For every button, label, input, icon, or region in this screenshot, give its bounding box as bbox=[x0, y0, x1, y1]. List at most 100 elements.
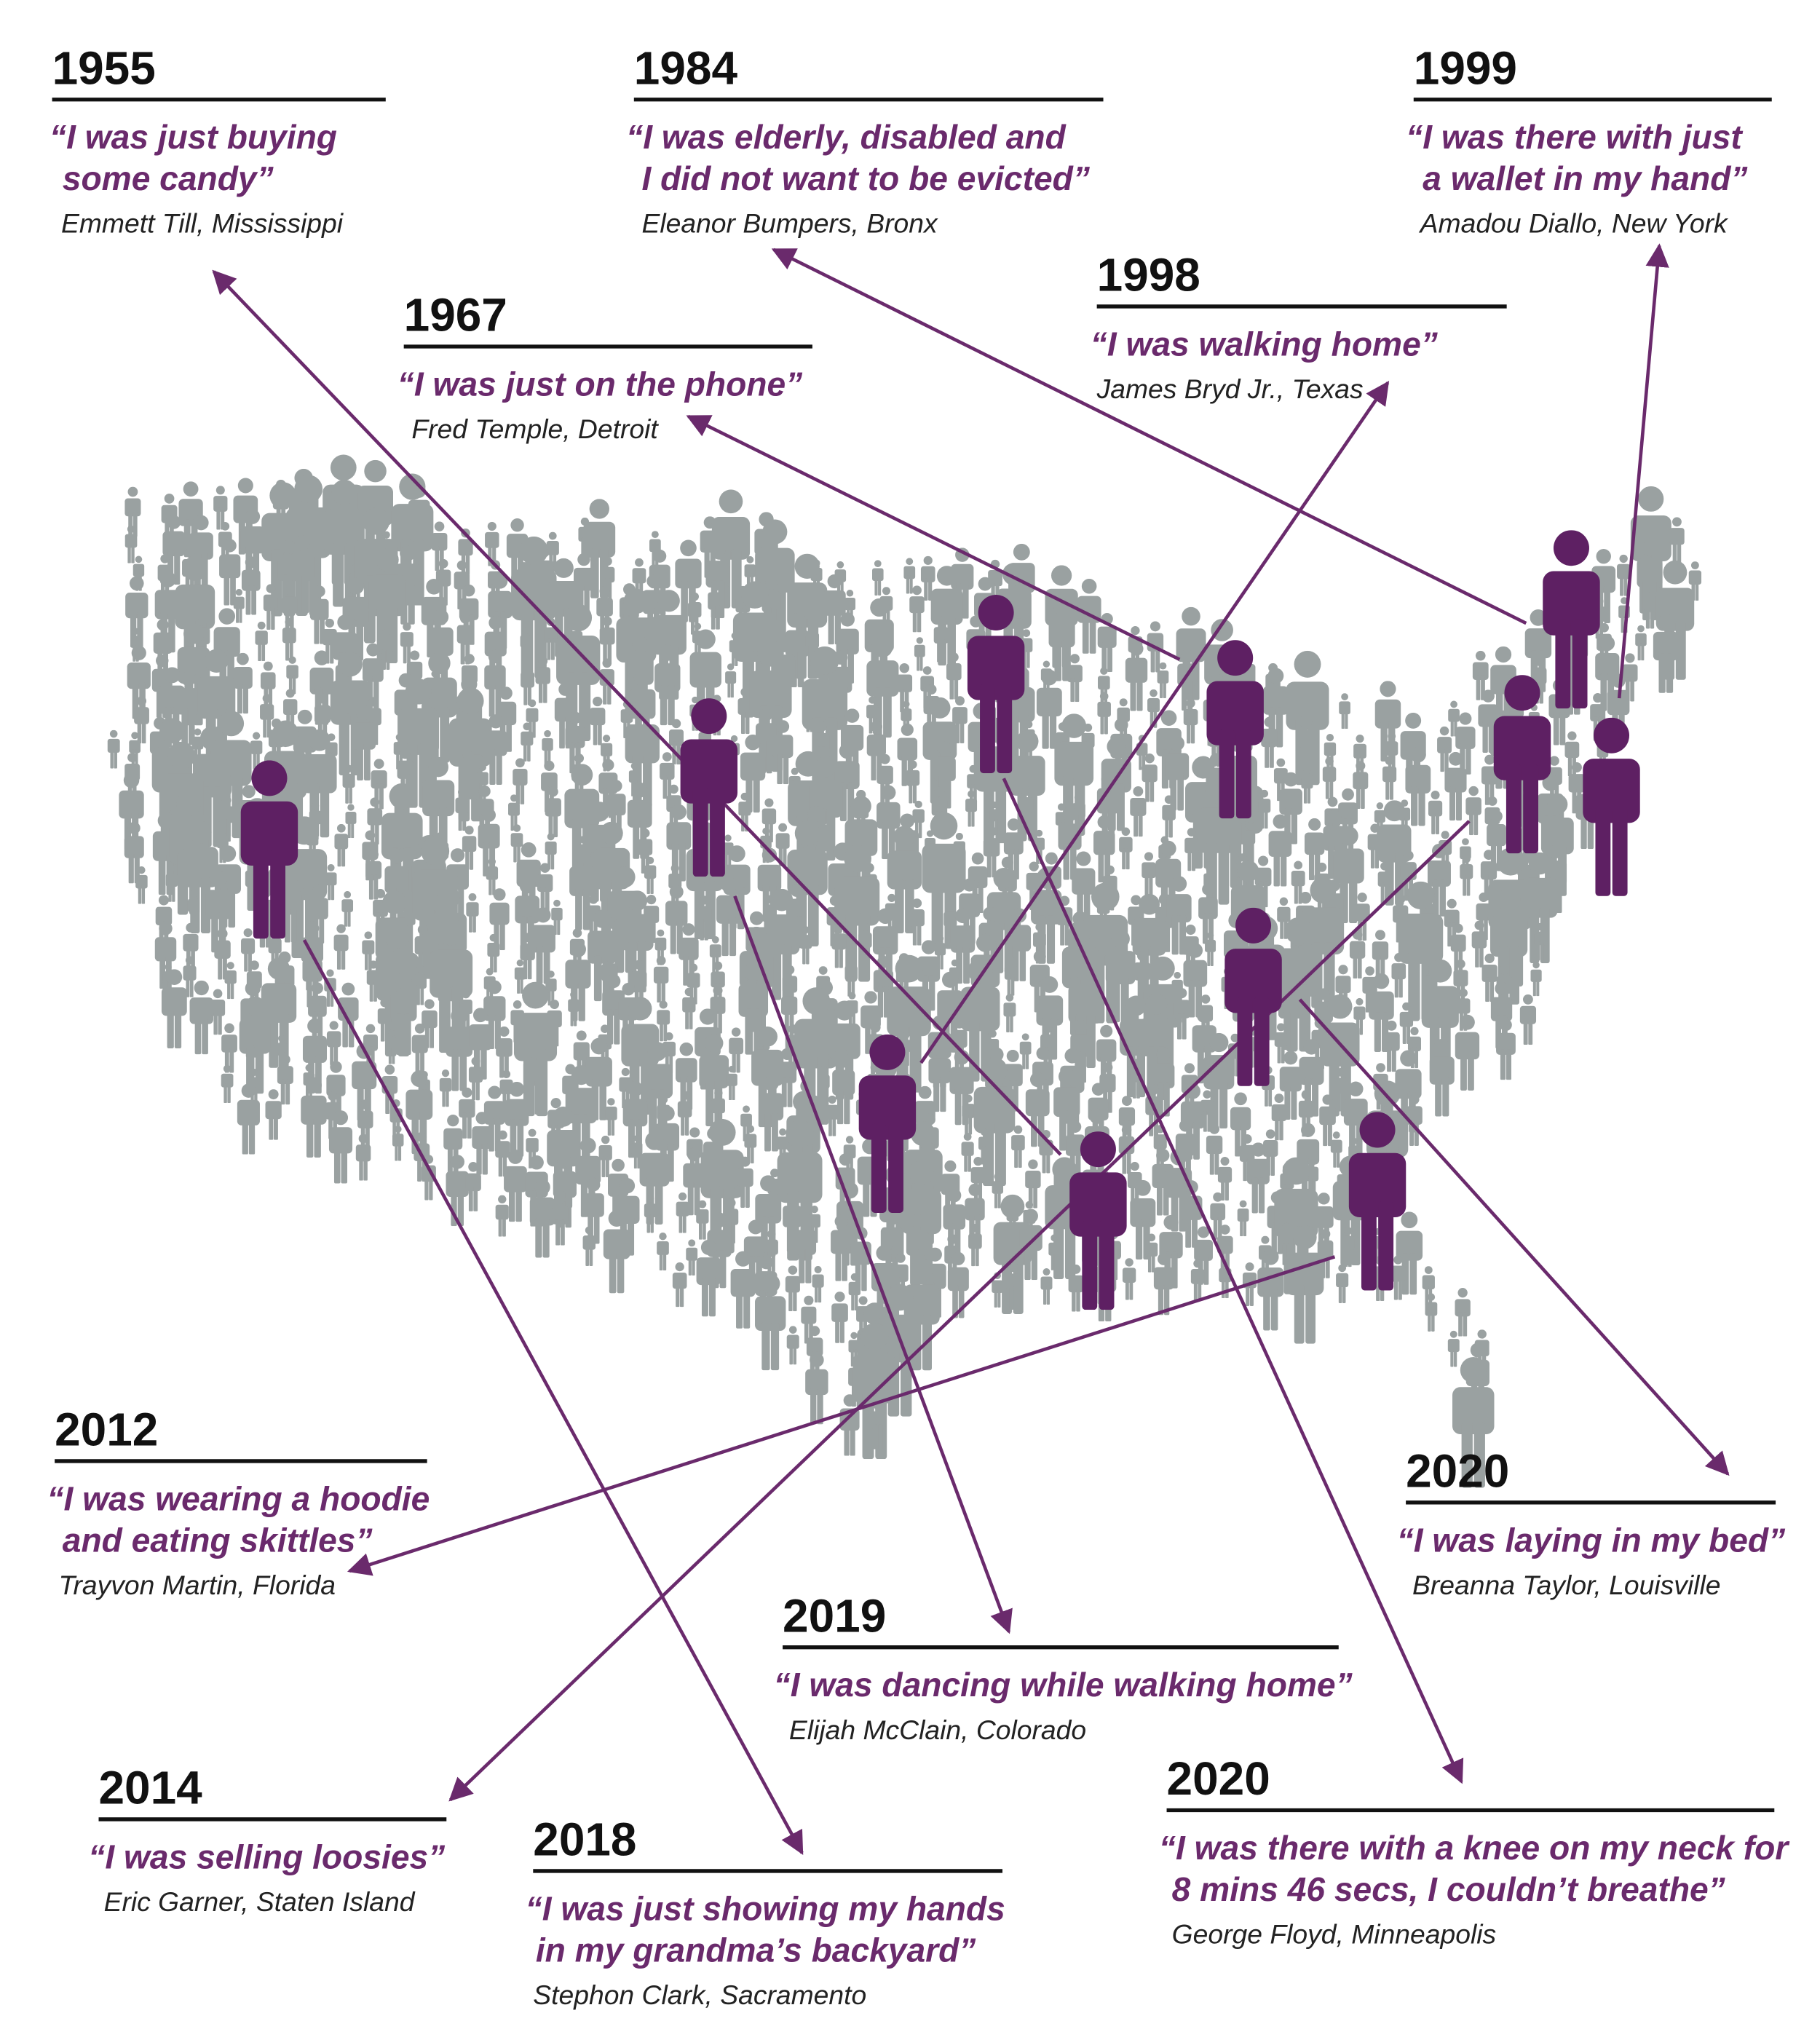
crowd-person bbox=[338, 982, 359, 1048]
crowd-person bbox=[462, 826, 477, 870]
crowd-person bbox=[686, 1239, 698, 1276]
victim-name: Fred Temple, Detroit bbox=[411, 414, 659, 444]
crowd-person bbox=[286, 656, 298, 695]
crowd-person bbox=[872, 560, 884, 596]
crowd-person bbox=[1130, 786, 1147, 837]
crowd-person bbox=[221, 1023, 237, 1073]
quote: “I was just showing my hands bbox=[526, 1889, 1005, 1927]
arrow bbox=[686, 414, 1181, 661]
crowd-person bbox=[676, 1192, 689, 1233]
year: 2020 bbox=[1406, 1444, 1509, 1497]
arrow bbox=[347, 1255, 1336, 1576]
crowd-person bbox=[495, 1195, 509, 1237]
crowd-person bbox=[1097, 692, 1111, 735]
crowd-person bbox=[1455, 1288, 1471, 1337]
crowd-map bbox=[107, 454, 1702, 1488]
quote: “I was laying in my bed” bbox=[1397, 1521, 1786, 1559]
victim-name: Eric Garner, Staten Island bbox=[104, 1886, 416, 1917]
victim-figure bbox=[1583, 717, 1640, 896]
crowd-person bbox=[328, 1110, 353, 1184]
crowd-person bbox=[644, 1195, 657, 1233]
crowd-person bbox=[1372, 930, 1389, 981]
year: 1967 bbox=[404, 289, 507, 341]
crowd-person bbox=[1257, 1249, 1284, 1331]
crowd-person bbox=[961, 1133, 974, 1172]
crowd-person bbox=[341, 890, 354, 927]
crowd-person bbox=[1635, 625, 1647, 661]
victim-name: Elijah McClain, Colorado bbox=[789, 1715, 1086, 1745]
crowd-person bbox=[1122, 1258, 1136, 1300]
crowd-person bbox=[710, 986, 726, 1034]
crowd-person bbox=[1447, 1330, 1460, 1367]
crowd-person bbox=[333, 924, 349, 970]
crowd-person bbox=[1339, 693, 1350, 729]
crowd-person bbox=[1460, 855, 1473, 896]
crowd-person bbox=[1481, 953, 1497, 1002]
quote: and eating skittles” bbox=[63, 1521, 373, 1559]
crowd-person bbox=[676, 1042, 697, 1110]
arrow bbox=[448, 820, 1471, 1802]
arrow bbox=[1617, 243, 1669, 699]
year: 2012 bbox=[55, 1404, 158, 1456]
quote: I did not want to be evicted” bbox=[641, 159, 1090, 197]
crowd-person bbox=[1119, 827, 1133, 870]
arrows bbox=[212, 243, 1730, 1855]
victim-name: Emmett Till, Mississippi bbox=[61, 208, 344, 239]
quote: “I was elderly, disabled and bbox=[626, 118, 1066, 156]
crowd-person bbox=[1428, 791, 1443, 834]
crowd-person bbox=[210, 989, 226, 1035]
quote: “I was dancing while walking home” bbox=[774, 1666, 1353, 1704]
crowd-person bbox=[605, 1098, 617, 1136]
crowd-person bbox=[657, 1232, 669, 1271]
crowd-person bbox=[1025, 1159, 1041, 1209]
crowd-person bbox=[1045, 565, 1078, 668]
crowd-person bbox=[785, 1265, 800, 1312]
crowd-person bbox=[1237, 1200, 1249, 1237]
quote: some candy” bbox=[63, 159, 274, 197]
crowd-person bbox=[1019, 1033, 1032, 1069]
crowd-person bbox=[1669, 517, 1685, 564]
crowd-person bbox=[301, 1077, 327, 1158]
crowd-person bbox=[542, 729, 553, 766]
arrow bbox=[1298, 998, 1730, 1476]
quote: “I was there with a knee on my neck for bbox=[1159, 1829, 1790, 1867]
crowd-person bbox=[1003, 994, 1016, 1033]
victim-name: Amadou Diallo, New York bbox=[1419, 208, 1729, 239]
crowd-person bbox=[265, 1089, 282, 1140]
year: 2014 bbox=[99, 1762, 203, 1814]
year: 1984 bbox=[634, 41, 738, 94]
crowd-person bbox=[831, 1292, 848, 1343]
crowd-person bbox=[914, 637, 925, 671]
arrow bbox=[771, 248, 1527, 625]
crowd-person bbox=[1011, 1125, 1025, 1168]
quote: “I was just buying bbox=[50, 118, 337, 156]
crowd-person bbox=[1455, 712, 1476, 775]
arrow bbox=[302, 939, 804, 1855]
crowd-person bbox=[1519, 994, 1537, 1045]
crowd-person bbox=[582, 1226, 596, 1266]
victim-name: George Floyd, Minneapolis bbox=[1172, 1918, 1497, 1949]
victim-name: Eleanor Bumpers, Bronx bbox=[641, 208, 938, 239]
arrow bbox=[1002, 778, 1464, 1784]
crowd-person bbox=[1455, 1014, 1480, 1091]
victim-name: Stephon Clark, Sacramento bbox=[533, 1980, 866, 2010]
quote: “I was there with just bbox=[1406, 118, 1743, 156]
victim-name: James Bryd Jr., Texas bbox=[1096, 373, 1364, 404]
crowd-person bbox=[598, 1135, 612, 1178]
crowd-person bbox=[725, 663, 737, 698]
crowd-person bbox=[1040, 1268, 1053, 1305]
crowd-person bbox=[1324, 734, 1337, 772]
crowd-person bbox=[801, 1295, 817, 1344]
victim-name: Breanna Taylor, Louisville bbox=[1412, 1570, 1720, 1600]
quote: 8 mins 46 secs, I couldn’t breathe” bbox=[1172, 1870, 1726, 1908]
crowd-person bbox=[653, 956, 669, 1002]
crowd-person bbox=[107, 729, 120, 769]
arrow bbox=[733, 895, 1013, 1634]
crowd-person bbox=[439, 1069, 452, 1107]
crowd-person bbox=[326, 1021, 341, 1066]
crowd-person bbox=[466, 893, 479, 933]
crowd-person bbox=[1153, 1252, 1174, 1316]
